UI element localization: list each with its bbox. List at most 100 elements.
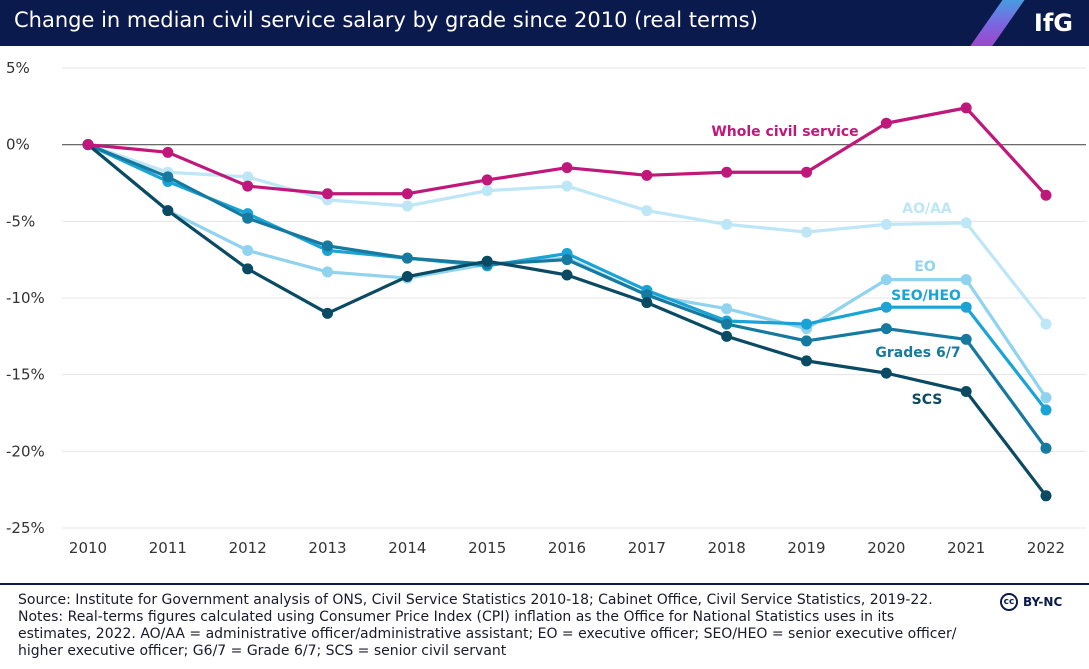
x-axis-ticks: 2010 2011 2012 2013 2014 2015 2016 2017 2018 2019…: [69, 539, 1065, 557]
x-tick-label: 2022: [1027, 539, 1065, 557]
data-point: [641, 169, 653, 181]
y-tick-label: 5%: [6, 59, 30, 77]
data-point: [960, 102, 972, 114]
data-point: [880, 301, 892, 313]
data-point: [401, 188, 413, 200]
x-tick-label: 2020: [867, 539, 905, 557]
data-point: [960, 386, 972, 398]
x-tick-label: 2013: [308, 539, 346, 557]
x-tick-label: 2012: [229, 539, 267, 557]
creative-commons-icon: cc: [1000, 593, 1018, 611]
series-scs: [82, 139, 1052, 502]
data-point: [561, 269, 573, 281]
data-point: [401, 271, 413, 283]
data-point: [322, 188, 333, 200]
data-point: [162, 171, 174, 183]
data-point: [880, 117, 892, 129]
data-point: [721, 166, 733, 178]
notes-line-3: higher executive officer; G6/7 = Grade 6…: [18, 643, 507, 659]
data-point: [880, 218, 892, 230]
data-point: [1040, 404, 1052, 416]
footer-notes: Source: Institute for Government analysi…: [18, 592, 978, 660]
data-point: [242, 244, 254, 256]
data-point: [481, 174, 493, 186]
data-point: [242, 212, 254, 224]
logo-slash-icon: [960, 0, 1032, 46]
data-point: [1040, 442, 1052, 454]
data-point: [481, 185, 493, 197]
series-whole-civil-service: [82, 102, 1052, 201]
data-point: [641, 289, 653, 301]
y-axis-ticks: 5% 0% -5% -10% -15% -20% -25%: [6, 59, 45, 537]
license-text: BY-NC: [1023, 595, 1063, 609]
data-point: [801, 335, 812, 347]
y-tick-label: -10%: [6, 289, 45, 307]
data-point: [801, 226, 812, 238]
data-point: [561, 254, 573, 266]
x-tick-label: 2011: [149, 539, 187, 557]
x-tick-label: 2018: [708, 539, 746, 557]
series-label: SCS: [912, 392, 943, 408]
data-point: [960, 333, 972, 345]
series-label: SEO/HEO: [891, 288, 961, 304]
series-labels: AO/AA EO SEO/HEO Grades 6/7 SCS Whole civil s…: [711, 124, 961, 408]
y-tick-label: -15%: [6, 366, 45, 384]
x-tick-label: 2014: [388, 539, 426, 557]
y-tick-label: -25%: [6, 519, 45, 537]
data-point: [880, 323, 892, 335]
y-tick-label: -20%: [6, 442, 45, 460]
x-tick-label: 2015: [468, 539, 506, 557]
data-point: [801, 355, 812, 367]
x-tick-label: 2019: [787, 539, 825, 557]
data-point: [641, 205, 653, 217]
data-point: [960, 274, 972, 286]
data-point: [561, 180, 573, 192]
data-point: [801, 166, 812, 178]
data-point: [721, 330, 733, 342]
license-badge: cc BY-NC: [1000, 593, 1062, 611]
data-point: [801, 318, 812, 330]
series-label: Whole civil service: [711, 124, 858, 140]
series-label: AO/AA: [902, 201, 952, 217]
data-point: [721, 303, 733, 315]
data-point: [721, 318, 733, 330]
data-point: [242, 263, 254, 275]
data-point: [322, 240, 333, 252]
data-point: [960, 301, 972, 313]
series-line: [86, 143, 1048, 498]
x-tick-label: 2010: [69, 539, 107, 557]
notes-line-2: estimates, 2022. AO/AA = administrative …: [18, 626, 957, 642]
x-tick-label: 2017: [628, 539, 666, 557]
data-point: [1040, 318, 1052, 330]
series-label: Grades 6/7: [875, 345, 960, 361]
chart-title: Change in median civil service salary by…: [14, 8, 758, 32]
data-point: [322, 307, 333, 319]
data-point: [641, 297, 653, 309]
data-point: [162, 146, 174, 158]
data-point: [1040, 490, 1052, 502]
series-label: EO: [914, 259, 936, 275]
line-chart: 5% 0% -5% -10% -15% -20% -25% 2010 2011 2012 2013…: [6, 59, 1086, 557]
data-point: [880, 367, 892, 379]
data-point: [960, 217, 972, 229]
ifg-logo: IfG: [1033, 9, 1073, 37]
x-tick-label: 2021: [947, 539, 985, 557]
data-point: [481, 255, 493, 267]
data-point: [561, 162, 573, 174]
data-point: [880, 274, 892, 286]
data-point: [401, 252, 413, 264]
notes-line-1: Notes: Real-terms figures calculated usi…: [18, 609, 895, 625]
gridlines: [62, 67, 1086, 529]
data-point: [1040, 392, 1052, 404]
y-tick-label: 0%: [6, 136, 30, 154]
x-tick-label: 2016: [548, 539, 586, 557]
data-point: [721, 218, 733, 230]
data-point: [1040, 189, 1052, 201]
header-bar: Change in median civil service salary by…: [0, 0, 1089, 46]
data-point: [242, 180, 254, 192]
data-point: [401, 200, 413, 212]
source-text: Source: Institute for Government analysi…: [18, 592, 933, 608]
data-point: [162, 205, 174, 217]
data-point: [82, 139, 94, 151]
data-point: [322, 266, 333, 278]
